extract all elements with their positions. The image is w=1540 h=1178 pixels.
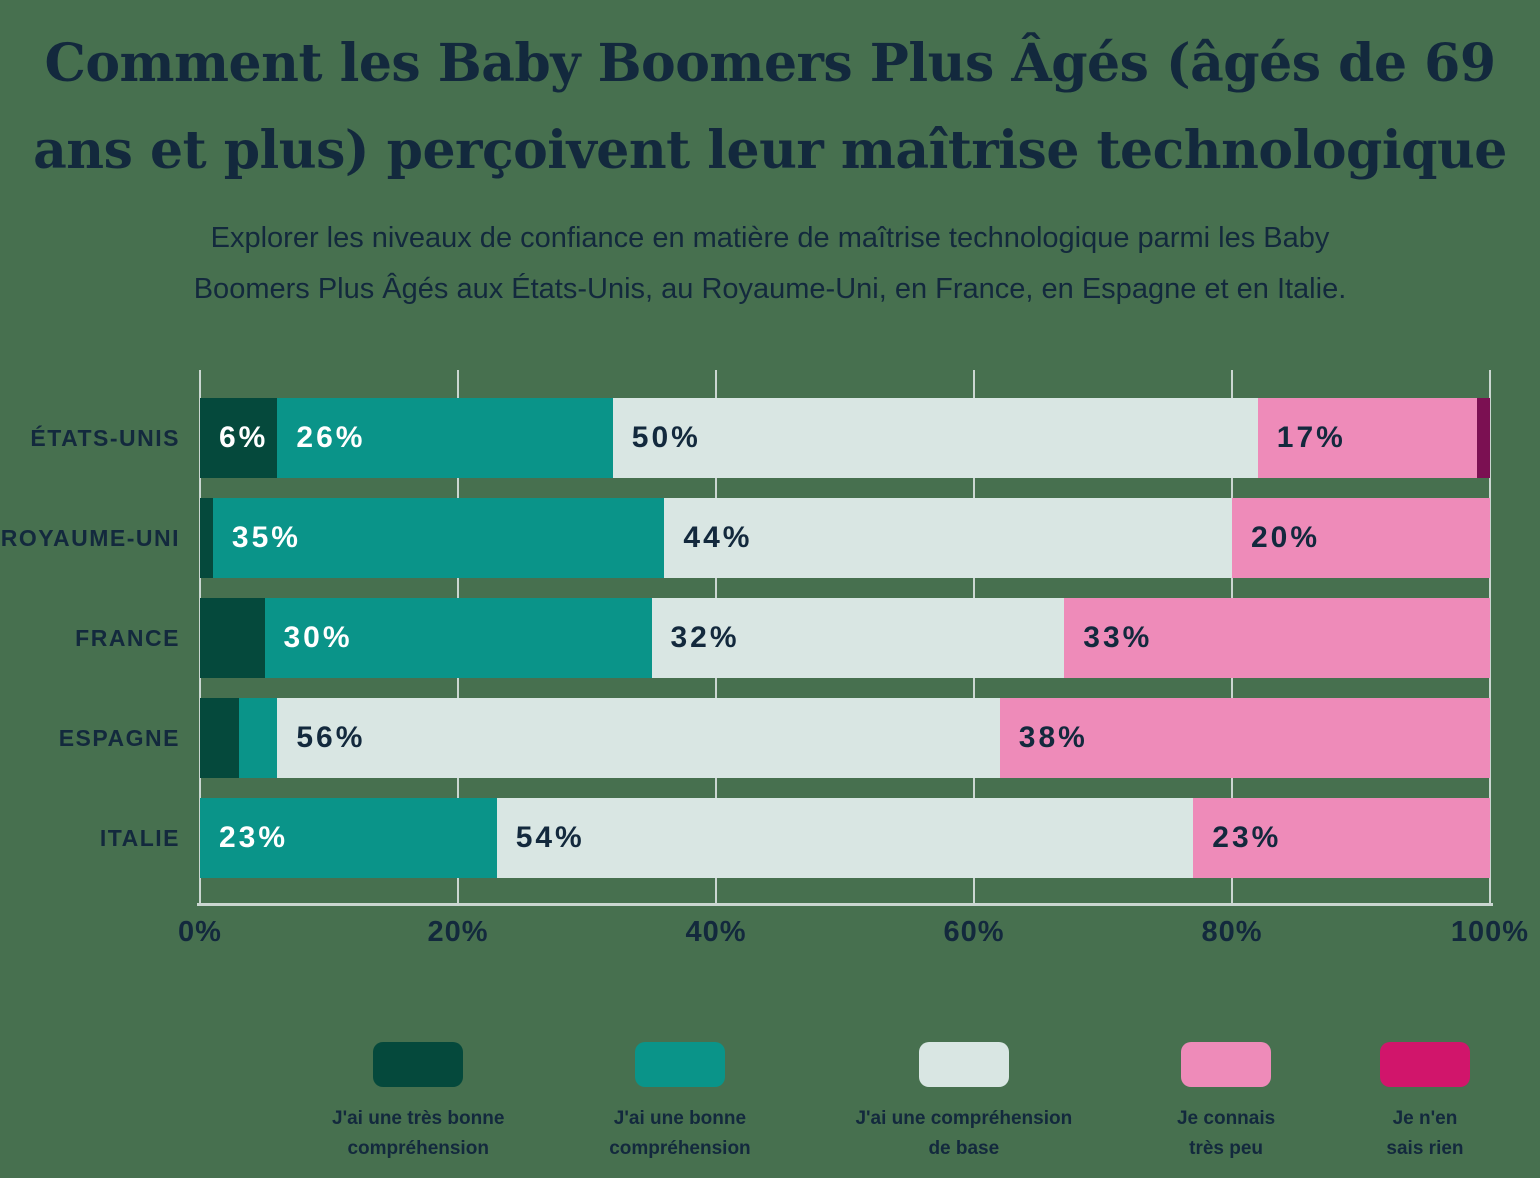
bar-segment: 35% <box>212 498 665 578</box>
bar-value-label: 50% <box>631 421 701 454</box>
chart-title: Comment les Baby Boomers Plus Âgés (âgés… <box>33 33 1507 182</box>
legend-item: J'ai une bonne compréhension <box>609 1042 751 1165</box>
legend-label: Je n'en sais rien <box>1386 1108 1464 1160</box>
bar-value-label: 23% <box>219 821 289 854</box>
bar-segment: 23% <box>1193 798 1490 878</box>
category-label: FRANCE <box>75 624 180 651</box>
bar-segment <box>1477 398 1490 478</box>
bar-value-label: 23% <box>1212 821 1282 854</box>
bar-segment: 33% <box>1064 598 1490 678</box>
bar-segment: 56% <box>277 698 1000 778</box>
bar-value-label: 44% <box>683 521 753 554</box>
x-axis-tick-label: 0% <box>178 916 222 948</box>
legend-swatch <box>373 1042 464 1087</box>
bar-row: ROYAUME-UNI 35% 44% 20% <box>1 498 1490 578</box>
x-axis-tick-label: 20% <box>427 916 489 948</box>
bar-segment <box>200 598 265 678</box>
bar-segment <box>200 498 213 578</box>
gridline <box>1489 370 1491 906</box>
legend-item: J'ai une très bonne compréhension <box>332 1042 504 1165</box>
bar-row: FRANCE 30% 32% 33% <box>75 598 1490 678</box>
category-label: ITALIE <box>99 824 180 851</box>
bar-segment: 23% <box>200 798 497 878</box>
bar-segment: 26% <box>277 398 613 478</box>
legend-item: J'ai une compréhension de base <box>855 1042 1072 1165</box>
bar-segment <box>238 698 278 778</box>
bar-segment: 44% <box>664 498 1232 578</box>
bar-row: ÉTATS-UNIS 6% 26% 50% 17% <box>30 398 1490 478</box>
category-label: ÉTATS-UNIS <box>30 424 180 451</box>
bar-value-label: 20% <box>1250 521 1321 554</box>
bar-value-label: 26% <box>296 421 366 454</box>
bar-value-label: 54% <box>515 821 585 854</box>
bar-value-label: 33% <box>1083 621 1153 654</box>
legend-swatch <box>634 1042 725 1087</box>
legend-item: Je n'en sais rien <box>1379 1042 1470 1165</box>
bar-segment: 30% <box>264 598 652 678</box>
legend-swatch <box>1379 1042 1470 1087</box>
legend-item: Je connais très peu <box>1177 1042 1275 1165</box>
bar-segment <box>200 698 239 778</box>
bar-segment: 6% <box>200 398 278 478</box>
legend-swatch <box>918 1042 1009 1087</box>
legend-label: J'ai une très bonne compréhension <box>332 1108 505 1160</box>
x-axis-tick-label: 100% <box>1450 916 1530 948</box>
legend: J'ai une très bonne compréhension J'ai un… <box>332 1042 1470 1165</box>
bar-value-label: 30% <box>283 621 353 654</box>
bar-value-label: 56% <box>296 721 366 754</box>
bar-segment: 17% <box>1257 398 1478 478</box>
bar-segment: 50% <box>612 398 1258 478</box>
legend-label: Je connais très peu <box>1176 1108 1276 1160</box>
legend-label: J'ai une compréhension de base <box>855 1108 1073 1160</box>
bar-row: ESPAGNE 56% 38% <box>59 698 1490 778</box>
bar-segment: 54% <box>496 798 1194 878</box>
bar-segment: 20% <box>1231 498 1490 578</box>
category-label: ROYAUME-UNI <box>0 524 180 551</box>
legend-swatch <box>1181 1042 1272 1087</box>
bar-row: ITALIE 23% 54% 23% <box>100 798 1490 878</box>
bar-value-label: 32% <box>670 621 740 654</box>
bar-value-label: 35% <box>231 521 301 554</box>
bar-value-label: 6% <box>219 421 269 454</box>
bar-segment: 38% <box>999 698 1490 778</box>
x-axis-tick-label: 80% <box>1201 916 1263 948</box>
chart-subtitle: Explorer les niveaux de confiance en mat… <box>193 222 1347 305</box>
category-label: ESPAGNE <box>58 724 180 751</box>
x-axis-tick-label: 60% <box>943 916 1005 948</box>
plot-area: 0% 20% 40% 60% 80% 100% ÉTATS-UNIS 6% 26% 50% 17% R… <box>1 370 1528 948</box>
x-axis-line <box>197 903 1493 906</box>
bar-segment: 32% <box>651 598 1065 678</box>
bar-value-label: 38% <box>1018 721 1088 754</box>
legend-label: J'ai une bonne compréhension <box>609 1108 751 1160</box>
bar-value-label: 17% <box>1276 421 1346 454</box>
x-axis-tick-label: 40% <box>685 916 747 948</box>
